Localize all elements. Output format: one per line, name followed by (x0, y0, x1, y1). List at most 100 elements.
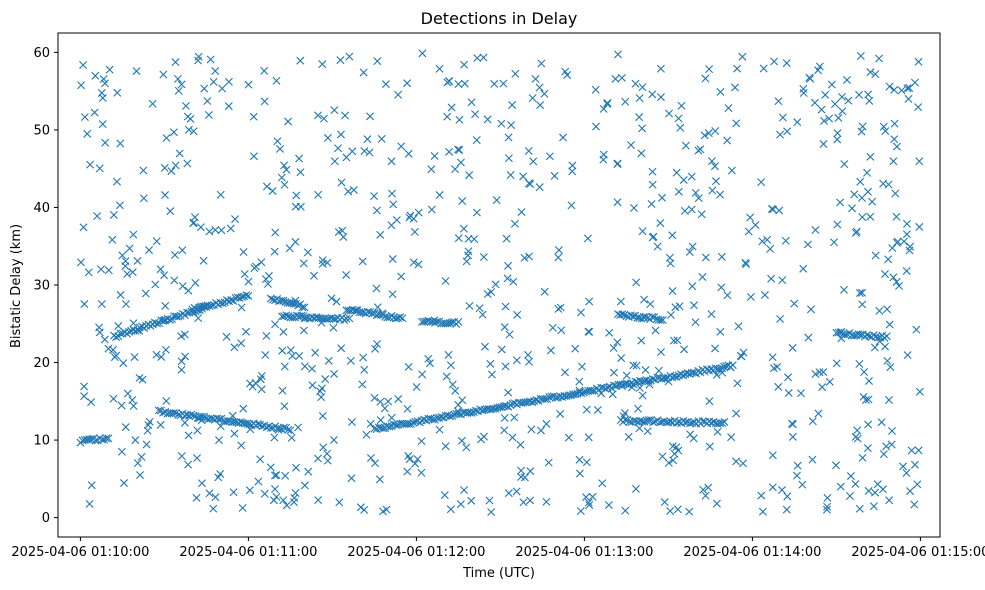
clutter-point (575, 455, 584, 464)
clutter-point (180, 418, 189, 427)
clutter-point (156, 420, 165, 429)
clutter-point (275, 144, 284, 153)
clutter-point (886, 363, 895, 372)
clutter-point (708, 186, 717, 195)
clutter-point (704, 483, 713, 492)
clutter-point (216, 190, 225, 199)
track-3-point (266, 423, 275, 432)
clutter-point (418, 370, 427, 379)
clutter-point (506, 171, 515, 179)
clutter-point (609, 343, 618, 352)
clutter-point (711, 177, 720, 186)
clutter-point (784, 373, 793, 382)
clutter-point (336, 130, 345, 139)
clutter-point (98, 120, 107, 129)
clutter-point (727, 166, 736, 175)
clutter-point (559, 133, 567, 142)
clutter-point (635, 424, 644, 433)
x-tick-label: 2025-04-06 01:11:00 (179, 545, 317, 560)
clutter-point (272, 471, 281, 480)
clutter-point (548, 323, 557, 332)
clutter-point (79, 61, 88, 69)
track-6-point (351, 306, 360, 315)
clutter-point (467, 98, 476, 107)
clutter-point (314, 190, 323, 199)
clutter-point (257, 258, 266, 267)
track-7-point (685, 369, 694, 378)
clutter-point (453, 145, 462, 154)
clutter-point (183, 112, 192, 121)
clutter-point (799, 264, 808, 273)
clutter-point (319, 443, 328, 452)
clutter-point (300, 314, 309, 323)
clutter-point (588, 492, 597, 501)
clutter-point (635, 94, 644, 103)
clutter-point (859, 392, 868, 401)
clutter-point (268, 186, 277, 195)
clutter-point (881, 342, 890, 351)
clutter-point (194, 314, 203, 323)
clutter-point (278, 346, 287, 355)
clutter-point (656, 348, 665, 357)
clutter-point (881, 127, 890, 136)
clutter-point (664, 458, 673, 467)
clutter-point (356, 503, 365, 512)
clutter-point (823, 493, 832, 502)
clutter-point (820, 116, 829, 125)
clutter-point (776, 130, 785, 139)
clutter-point (501, 362, 510, 371)
clutter-point (914, 57, 923, 66)
clutter-point (649, 232, 658, 241)
clutter-point (844, 96, 853, 105)
clutter-point (698, 273, 707, 282)
clutter-point (694, 194, 703, 203)
clutter-point (759, 64, 768, 73)
clutter-point (769, 205, 778, 214)
clutter-point (673, 505, 682, 514)
clutter-point (757, 491, 766, 500)
clutter-point (133, 256, 142, 265)
clutter-point (152, 237, 161, 246)
clutter-point (887, 440, 896, 449)
y-tick-label: 30 (33, 279, 50, 294)
clutter-point (880, 270, 889, 278)
clutter-point (394, 90, 403, 99)
clutter-point (362, 430, 371, 439)
clutter-point (866, 68, 875, 77)
clutter-point (501, 302, 510, 311)
track-2-point (237, 293, 246, 301)
clutter-point (666, 311, 675, 319)
clutter-point (839, 285, 848, 294)
clutter-point (648, 167, 657, 176)
clutter-point (90, 108, 99, 117)
clutter-point (329, 323, 338, 332)
clutter-point (910, 500, 919, 509)
clutter-point (214, 473, 223, 482)
track-7-point (467, 408, 476, 417)
clutter-point (307, 364, 316, 373)
clutter-point (160, 163, 169, 172)
clutter-point (504, 388, 513, 397)
clutter-point (778, 113, 787, 122)
clutter-point (177, 357, 186, 366)
clutter-point (542, 497, 551, 506)
clutter-point (441, 442, 450, 451)
clutter-point (200, 84, 209, 93)
y-tick-label: 20 (33, 356, 50, 371)
clutter-point (418, 49, 427, 58)
clutter-point (526, 496, 535, 505)
clutter-point (531, 74, 540, 83)
clutter-point (696, 145, 705, 154)
clutter-point (869, 502, 878, 511)
clutter-point (871, 70, 880, 79)
clutter-point (217, 226, 226, 235)
clutter-point (508, 433, 517, 442)
clutter-point (556, 303, 565, 312)
clutter-point (884, 255, 893, 264)
clutter-point (79, 223, 88, 232)
x-tick-label: 2025-04-06 01:12:00 (347, 545, 485, 560)
clutter-point (870, 343, 879, 352)
clutter-point (497, 119, 506, 128)
track-1-point (152, 319, 161, 328)
clutter-point (487, 508, 496, 517)
